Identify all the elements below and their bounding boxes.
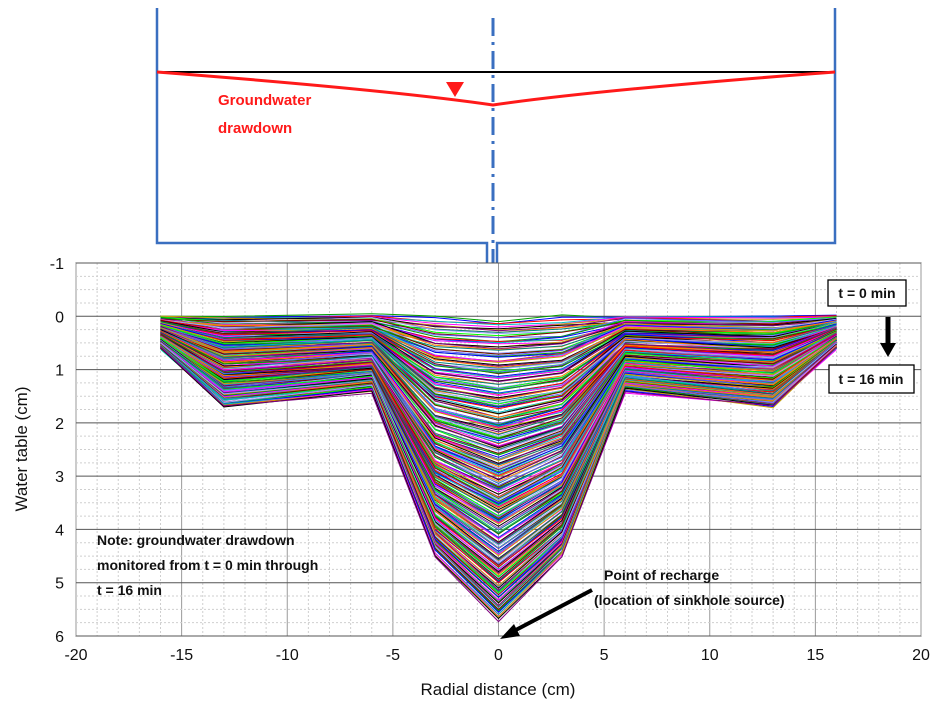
x-tick-label: 5: [600, 647, 609, 664]
x-tick-label: -20: [64, 647, 87, 664]
x-tick-label: 15: [806, 647, 824, 664]
y-tick-label: -1: [50, 256, 64, 273]
note-line1: Note: groundwater drawdown: [97, 532, 295, 548]
y-tick-label: 1: [55, 363, 64, 380]
x-tick-label: -5: [386, 647, 400, 664]
y-tick-label: 6: [55, 629, 64, 646]
drawdown-curve-line: [160, 343, 837, 576]
y-tick-labels: -1 0 1 2 3 4 5 6: [50, 256, 64, 646]
note-line2: monitored from t = 0 min through: [97, 557, 318, 573]
x-tick-labels: -20 -15 -10 -5 0 5 10 15 20: [64, 647, 930, 664]
drawdown-curve-line: [160, 346, 837, 623]
drawdown-curve-line: [160, 342, 837, 570]
recharge-arrow-head: [500, 624, 520, 639]
schematic: Groundwater drawdown: [155, 8, 837, 305]
drawdown-curve-line: [160, 318, 837, 345]
note-line3: t = 16 min: [97, 582, 162, 598]
y-tick-label: 0: [55, 309, 64, 326]
drawdown-curve-line: [160, 337, 837, 523]
schematic-label-line1: Groundwater: [218, 92, 312, 109]
recharge-line2: (location of sinkhole source): [594, 592, 785, 608]
recharge-annotation: Point of recharge (location of sinkhole …: [500, 567, 785, 639]
drawdown-curves: [160, 313, 837, 623]
y-tick-label: 2: [55, 416, 64, 433]
drawdown-curve-line: [160, 320, 837, 350]
y-tick-label: 4: [55, 522, 64, 539]
drawdown-curve-line: [160, 335, 837, 511]
schematic-label-line2: drawdown: [218, 120, 292, 137]
t0-box: [827, 279, 907, 307]
x-tick-label: 0: [494, 647, 503, 664]
drawdown-curve-line: [160, 344, 837, 596]
x-tick-label: -10: [276, 647, 299, 664]
drawdown-curve-line: [160, 320, 837, 363]
drawdown-curve-line: [160, 334, 837, 493]
drawdown-curve-line: [160, 330, 837, 435]
x-axis-label: Radial distance (cm): [421, 680, 576, 699]
drawdown-curve-line: [160, 320, 837, 350]
t16-label: t = 16 min: [839, 371, 904, 387]
drawdown-curve: [156, 70, 836, 107]
drawdown-curve-line: [160, 324, 837, 395]
drawdown-curve-line: [160, 316, 837, 326]
t0-label: t = 0 min: [838, 285, 895, 301]
time-arrow-head: [880, 343, 896, 357]
drawdown-curve-line: [160, 321, 837, 374]
monitoring-note: Note: groundwater drawdown monitored fro…: [97, 532, 318, 598]
x-tick-label: -15: [170, 647, 193, 664]
water-level-marker: [446, 82, 464, 97]
time-legend: t = 0 min t = 16 min: [827, 279, 915, 394]
y-tick-label: 3: [55, 469, 64, 486]
drawdown-curve-line: [160, 339, 837, 549]
y-axis-label: Water table (cm): [12, 386, 31, 511]
tank-outline: [155, 8, 837, 284]
recharge-line1: Point of recharge: [604, 567, 719, 583]
drawdown-curve-line: [160, 322, 837, 382]
drawdown-curve-line: [160, 341, 837, 565]
x-tick-label: 10: [701, 647, 719, 664]
y-tick-label: 5: [55, 576, 64, 593]
t16-box: [828, 364, 915, 394]
recharge-arrow-shaft: [511, 588, 593, 634]
x-tick-label: 20: [912, 647, 930, 664]
